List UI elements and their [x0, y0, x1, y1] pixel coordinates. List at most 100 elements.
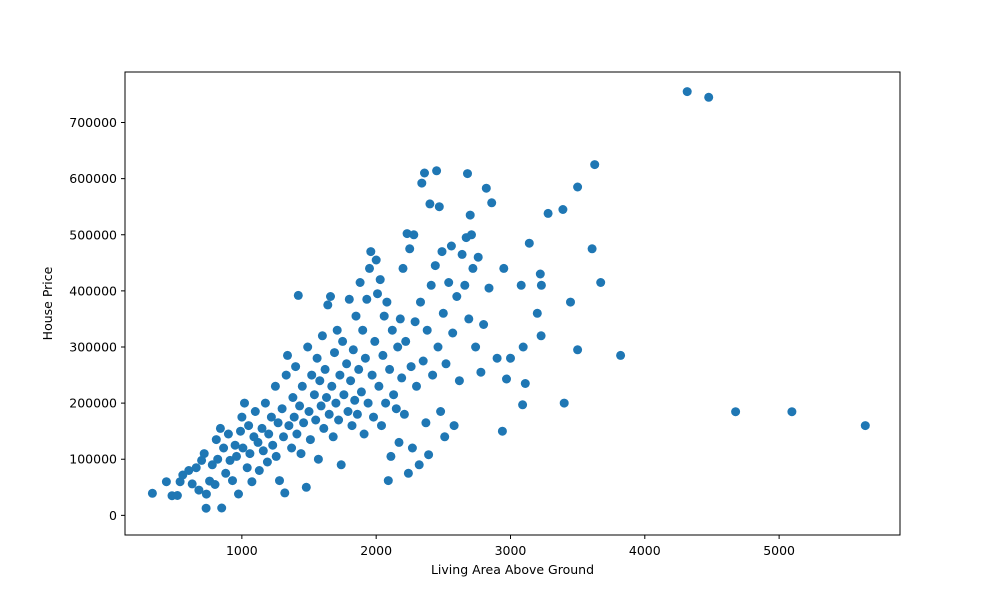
scatter-point — [518, 400, 528, 410]
scatter-point — [184, 466, 194, 475]
scatter-point — [348, 345, 358, 355]
scatter-point — [197, 455, 207, 465]
scatter-point — [430, 261, 440, 271]
y-tick-label: 100000 — [69, 452, 117, 467]
scatter-point — [317, 331, 327, 341]
scatter-point — [279, 432, 288, 442]
scatter-point — [536, 331, 546, 341]
scatter-point — [860, 421, 870, 431]
scatter-point — [288, 393, 298, 402]
scatter-point — [492, 353, 502, 363]
scatter-point — [367, 370, 377, 380]
scatter-point — [704, 92, 714, 102]
scatter-point — [228, 476, 237, 486]
scatter-point — [271, 451, 281, 461]
scatter-point — [304, 407, 314, 416]
scatter-point — [421, 418, 431, 428]
scatter-point — [487, 198, 497, 208]
scatter-point — [291, 362, 301, 372]
scatter-point — [313, 454, 323, 464]
scatter-point — [518, 342, 528, 352]
x-axis-label: Living Area Above Ground — [431, 562, 594, 577]
scatter-point — [535, 269, 545, 279]
scatter-point — [397, 373, 407, 383]
scatter-point — [391, 404, 401, 414]
scatter-point — [219, 443, 229, 453]
scatter-point — [365, 263, 374, 273]
scatter-point — [452, 292, 462, 301]
scatter-point — [532, 308, 542, 318]
scatter-point — [465, 210, 475, 220]
scatter-point — [414, 460, 424, 470]
scatter-point — [363, 398, 373, 408]
scatter-point — [315, 376, 325, 386]
scatter-point — [232, 451, 241, 461]
scatter-point — [416, 297, 425, 307]
scatter-point — [275, 476, 284, 486]
scatter-point — [536, 280, 546, 290]
scatter-point — [172, 491, 182, 500]
scatter-point — [401, 336, 411, 346]
scatter-point — [446, 241, 456, 251]
scatter-point — [587, 244, 597, 254]
scatter-point — [502, 374, 511, 384]
scatter-point — [247, 477, 257, 487]
scatter-point — [319, 423, 329, 433]
scatter-point — [295, 401, 305, 411]
scatter-point — [253, 437, 263, 447]
scatter-point — [240, 398, 249, 408]
scatter-point — [406, 362, 416, 372]
scatter-point — [211, 435, 221, 445]
scatter-point — [207, 460, 217, 470]
scatter-point — [301, 482, 311, 492]
y-tick-label: 0 — [109, 508, 117, 523]
scatter-point — [257, 423, 267, 433]
y-tick-label: 200000 — [69, 396, 117, 411]
scatter-point — [385, 364, 395, 374]
y-tick-label: 600000 — [69, 171, 117, 186]
scatter-point — [468, 263, 478, 273]
scatter-point — [426, 280, 436, 290]
scatter-point — [323, 300, 333, 310]
scatter-point — [270, 381, 280, 391]
scatter-point — [354, 364, 364, 374]
scatter-point — [191, 463, 201, 473]
scatter-point — [369, 412, 378, 422]
scatter-point — [497, 426, 507, 436]
scatter-point — [199, 449, 209, 459]
scatter-point — [332, 325, 342, 335]
scatter-point — [217, 503, 227, 513]
scatter-point — [254, 466, 264, 475]
scatter-point — [356, 387, 366, 397]
scatter-point — [467, 230, 476, 240]
scatter-point — [484, 283, 494, 293]
scatter-point — [524, 238, 534, 248]
scatter-point — [147, 488, 157, 498]
scatter-point — [238, 443, 248, 453]
scatter-point — [347, 421, 357, 431]
scatter-point — [338, 336, 348, 346]
scatter-point — [370, 336, 380, 346]
x-axis-ticks: 1000 2000 3000 4000 5000 — [226, 535, 795, 558]
scatter-point — [787, 407, 797, 417]
scatter-point — [398, 263, 408, 273]
scatter-point — [331, 398, 341, 408]
scatter-point — [352, 409, 362, 419]
scatter-point — [287, 443, 297, 453]
scatter-point — [201, 489, 211, 499]
scatter-point — [573, 345, 583, 355]
scatter-point — [316, 401, 326, 411]
x-tick-label: 1000 — [226, 543, 258, 558]
scatter-point — [307, 370, 317, 380]
scatter-point — [471, 342, 481, 352]
scatter-point — [405, 244, 415, 254]
points-layer — [147, 87, 870, 513]
scatter-point — [682, 87, 692, 97]
scatter-point — [236, 426, 245, 436]
scatter-point — [284, 421, 294, 431]
scatter-point — [731, 407, 741, 417]
scatter-point — [425, 199, 435, 209]
scatter-point — [258, 446, 268, 456]
scatter-point — [375, 275, 385, 285]
